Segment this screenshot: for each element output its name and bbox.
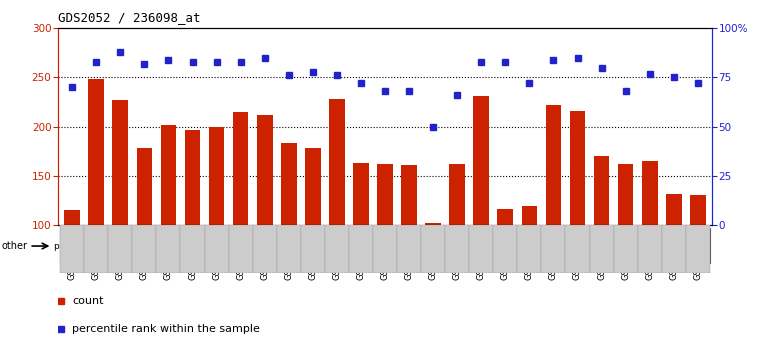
Bar (89, 79, 104, 323)
Text: late secretory phase: late secretory phase (447, 241, 540, 251)
Text: early secretory
phase: early secretory phase (122, 236, 191, 256)
Bar (156, 225, 180, 273)
Bar (60, 225, 84, 273)
Bar (421, 228, 565, 264)
Bar (565, 225, 590, 273)
Bar (570, 111, 585, 323)
Bar (109, 225, 132, 273)
Bar (65, 210, 80, 323)
Bar (541, 225, 565, 273)
Bar (253, 225, 276, 273)
Text: mid secretory phase: mid secretory phase (254, 241, 347, 251)
Bar (686, 225, 710, 273)
Bar (229, 225, 253, 273)
Text: proliferative phase: proliferative phase (53, 241, 139, 251)
Bar (425, 223, 441, 323)
Bar (497, 209, 513, 323)
Bar (421, 225, 445, 273)
Bar (233, 112, 249, 323)
Bar (642, 161, 658, 323)
Bar (474, 96, 489, 323)
Bar (257, 115, 273, 323)
Bar (401, 165, 417, 323)
Bar (281, 143, 296, 323)
Bar (690, 195, 705, 323)
Bar (276, 225, 301, 273)
Bar (132, 225, 156, 273)
Bar (349, 225, 373, 273)
Bar (666, 194, 681, 323)
Bar (185, 130, 200, 323)
Bar (373, 225, 397, 273)
Bar (377, 164, 393, 323)
Bar (325, 225, 349, 273)
Text: percentile rank within the sample: percentile rank within the sample (72, 324, 260, 334)
Bar (521, 206, 537, 323)
Bar (546, 105, 561, 323)
Bar (517, 225, 541, 273)
Bar (614, 225, 638, 273)
Bar (161, 125, 176, 323)
Bar (329, 99, 345, 323)
Bar (590, 225, 614, 273)
Bar (132, 228, 180, 264)
Bar (205, 225, 229, 273)
Bar (301, 225, 325, 273)
Bar (494, 225, 517, 273)
Bar (60, 228, 132, 264)
Bar (397, 225, 421, 273)
Bar (450, 164, 465, 323)
Bar (445, 225, 469, 273)
Bar (180, 225, 205, 273)
Bar (565, 228, 710, 264)
Bar (84, 225, 109, 273)
Bar (353, 163, 369, 323)
Bar (661, 225, 686, 273)
Bar (594, 156, 609, 323)
Text: count: count (72, 296, 104, 306)
Text: GDS2052 / 236098_at: GDS2052 / 236098_at (58, 11, 200, 24)
Bar (209, 126, 224, 323)
Bar (305, 148, 320, 323)
Bar (638, 225, 661, 273)
Bar (180, 228, 421, 264)
Bar (136, 148, 152, 323)
Text: ambiguous phase: ambiguous phase (598, 241, 678, 251)
Bar (618, 164, 634, 323)
Bar (469, 225, 494, 273)
Text: other: other (2, 241, 28, 251)
Bar (112, 100, 128, 323)
